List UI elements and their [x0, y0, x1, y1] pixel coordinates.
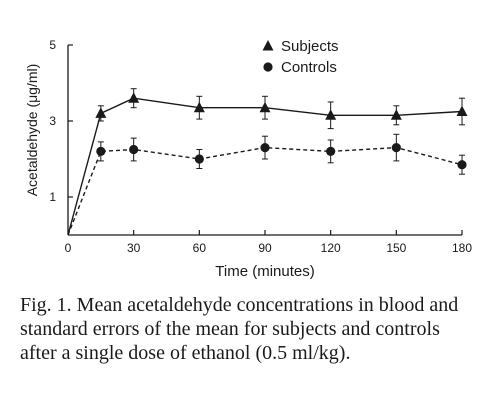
controls-point	[129, 144, 139, 155]
subjects-line	[67, 97, 463, 236]
x-tick-label: 0	[65, 241, 72, 255]
controls-point	[260, 143, 270, 153]
y-axis-label: Acetaldehyde (μg/ml)	[24, 64, 40, 197]
legend-triangle-icon	[262, 40, 274, 51]
y-tick-label: 3	[49, 114, 56, 128]
chart: 0 30 60 90 120 150 180 1 3 5 Time (minutes) Acetald…	[24, 38, 472, 280]
subjects-point	[390, 109, 402, 120]
x-tick-label: 30	[127, 241, 141, 255]
y-tick-label: 1	[49, 190, 56, 204]
controls-point	[326, 146, 336, 156]
subjects-point	[128, 92, 140, 103]
subjects-point	[325, 109, 337, 120]
subjects-point	[193, 101, 205, 113]
figure-caption: Fig. 1. Mean acetaldehyde concentrations…	[20, 294, 459, 364]
x-tick-label: 180	[452, 241, 472, 255]
legend-label-subjects: Subjects	[281, 38, 339, 55]
x-tick-label: 150	[386, 241, 406, 255]
controls-point	[457, 160, 467, 170]
subjects-point	[456, 105, 468, 116]
y-tick-label: 5	[49, 38, 56, 52]
x-tick-label: 90	[258, 241, 272, 255]
controls-point	[194, 154, 204, 164]
controls-point	[391, 143, 401, 153]
x-tick-label: 60	[193, 241, 207, 255]
x-axis-label: Time (minutes)	[215, 263, 314, 280]
x-tick-label: 120	[321, 241, 341, 255]
subjects-point	[95, 107, 107, 118]
legend-label-controls: Controls	[281, 59, 337, 76]
controls-point	[96, 146, 106, 156]
legend-circle-icon	[263, 62, 273, 72]
subjects-point	[259, 101, 271, 113]
controls-line	[67, 146, 463, 236]
